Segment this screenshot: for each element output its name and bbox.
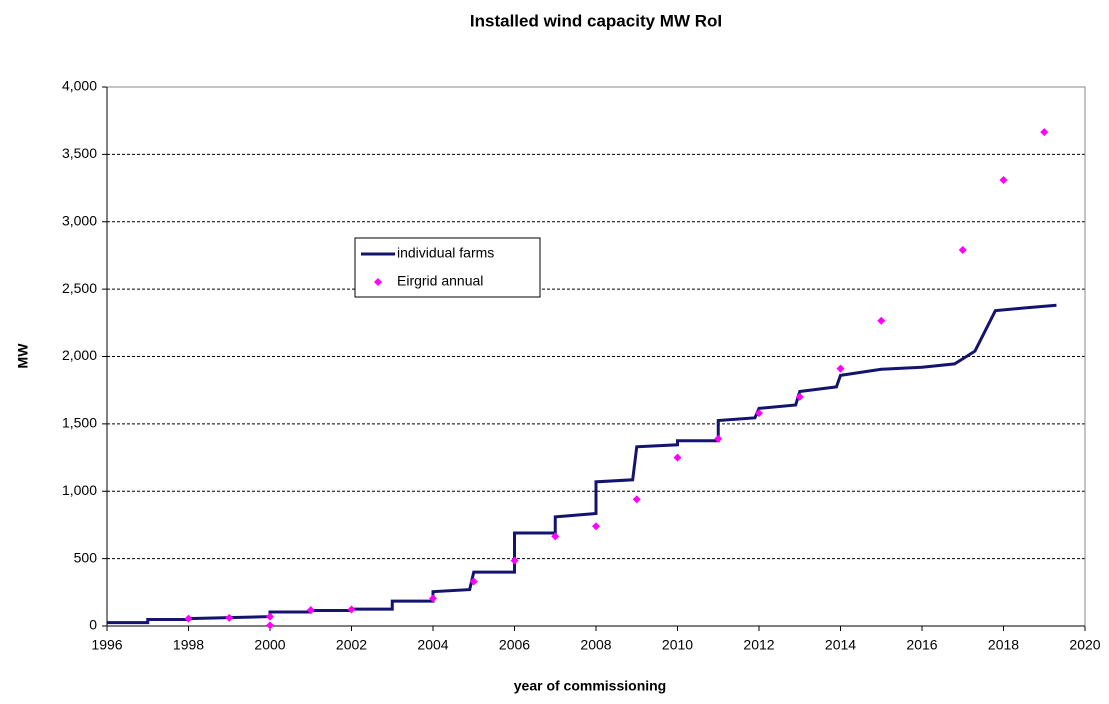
x-tick-label: 2016 xyxy=(906,637,937,653)
y-tick-label: 2,000 xyxy=(62,347,97,363)
scatter-point xyxy=(306,606,315,615)
legend-label: Eirgrid annual xyxy=(397,273,483,289)
scatter-point xyxy=(714,434,723,443)
scatter-point xyxy=(266,621,274,630)
y-tick-label: 3,000 xyxy=(62,212,97,228)
y-tick-label: 0 xyxy=(89,617,97,633)
scatter-point xyxy=(999,175,1008,184)
x-tick-label: 2010 xyxy=(662,637,693,653)
scatter-point xyxy=(673,453,682,462)
scatter-point xyxy=(510,556,519,565)
legend-label: individual farms xyxy=(397,245,494,261)
x-tick-label: 2014 xyxy=(825,637,856,653)
y-tick-label: 1,500 xyxy=(62,415,97,431)
x-tick-label: 2008 xyxy=(580,637,611,653)
scatter-point xyxy=(347,605,356,614)
scatter-point xyxy=(225,613,234,622)
scatter-point xyxy=(795,392,804,401)
scatter-point xyxy=(429,594,437,603)
x-tick-label: 2000 xyxy=(254,637,285,653)
x-tick-label: 2012 xyxy=(743,637,774,653)
legend-swatch xyxy=(374,278,382,286)
x-tick-label: 1996 xyxy=(91,637,122,653)
scatter-point xyxy=(551,532,560,541)
chart-title: Installed wind capacity MW RoI xyxy=(470,11,722,30)
y-axis-label: MW xyxy=(15,343,31,369)
scatter-point xyxy=(592,522,600,531)
y-tick-label: 2,500 xyxy=(62,280,97,296)
x-axis-label: year of commissioning xyxy=(514,678,666,694)
x-tick-label: 2002 xyxy=(336,637,367,653)
scatter-point xyxy=(266,612,274,621)
scatter-point xyxy=(184,614,193,623)
x-tick-label: 2006 xyxy=(499,637,530,653)
scatter-point xyxy=(755,409,763,418)
scatter-point xyxy=(1040,128,1049,137)
line-series xyxy=(107,303,1057,625)
x-tick-label: 2020 xyxy=(1069,637,1100,653)
scatter-point xyxy=(632,495,641,504)
y-tick-label: 1,000 xyxy=(62,482,97,498)
legend-box xyxy=(354,237,541,298)
scatter-point xyxy=(958,246,967,255)
x-tick-label: 2018 xyxy=(988,637,1019,653)
scatter-point xyxy=(836,364,845,373)
scatter-point xyxy=(469,577,478,586)
y-tick-label: 4,000 xyxy=(62,78,97,94)
x-tick-label: 1998 xyxy=(173,637,204,653)
y-tick-label: 3,500 xyxy=(62,145,97,161)
scatter-point xyxy=(877,316,886,325)
y-tick-label: 500 xyxy=(74,549,98,565)
x-tick-label: 2004 xyxy=(417,637,448,653)
